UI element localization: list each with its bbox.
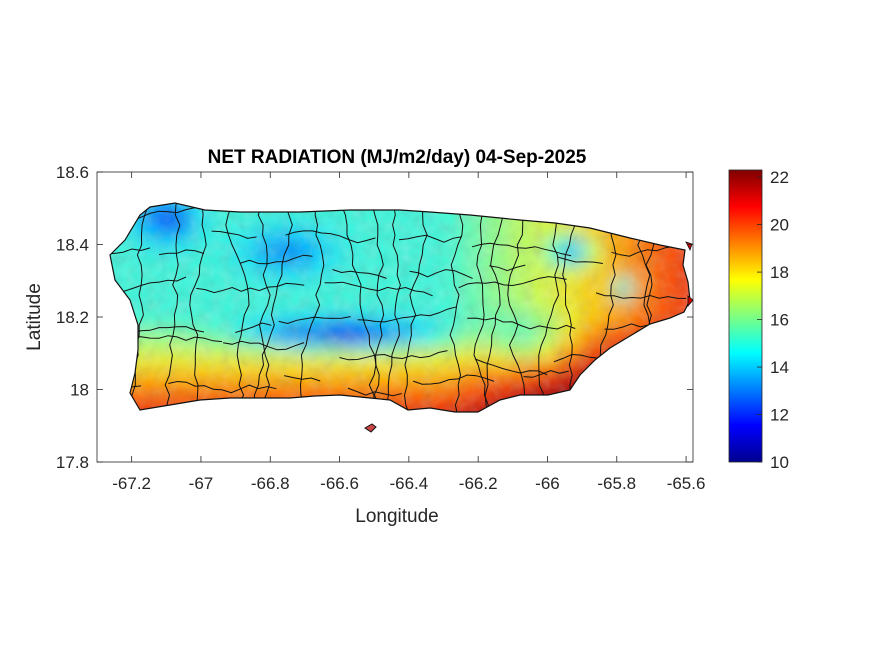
municipality-border	[225, 203, 250, 412]
x-tick-label: -66.4	[389, 474, 428, 493]
chart-title: NET RADIATION (MJ/m2/day) 04-Sep-2025	[208, 147, 587, 168]
colorbar-tick-label: 16	[770, 311, 789, 330]
colorbar-tick-label: 18	[770, 263, 789, 282]
municipality-border	[484, 203, 506, 412]
x-tick-label: -66.6	[320, 474, 359, 493]
municipality-border	[357, 306, 457, 323]
municipality-border	[475, 358, 548, 376]
municipality-border	[284, 375, 321, 382]
municipality-border	[489, 264, 526, 272]
municipality-border	[398, 234, 463, 243]
municipality-border	[158, 249, 205, 256]
municipality-border	[412, 374, 495, 385]
municipality-border	[256, 203, 271, 412]
y-tick-label: 17.8	[56, 453, 89, 472]
municipality-border	[168, 380, 277, 394]
municipality-border	[324, 281, 433, 297]
municipality-border	[110, 247, 151, 255]
municipality-border	[595, 292, 687, 299]
municipality-border	[557, 256, 603, 264]
x-tick-label: -66.2	[459, 474, 498, 493]
small-island	[685, 241, 693, 252]
municipality-border	[507, 203, 533, 412]
x-tick-label: -67.2	[112, 474, 151, 493]
y-tick-label: 18.2	[56, 308, 89, 327]
y-tick-label: 18	[70, 381, 89, 400]
small-island	[687, 295, 694, 308]
municipality-border	[537, 203, 560, 412]
municipality-border	[562, 203, 585, 412]
municipality-border	[409, 269, 473, 279]
x-tick-label: -66.8	[251, 474, 290, 493]
municipality-border	[381, 203, 401, 412]
municipality-border	[223, 340, 305, 351]
municipality-border	[285, 230, 376, 244]
y-axis-label: Latitude	[24, 283, 45, 351]
colorbar-tick-label: 22	[770, 168, 789, 187]
municipality-border	[347, 387, 402, 397]
municipality-border	[403, 203, 428, 412]
municipality-border	[523, 370, 569, 378]
municipality-border	[211, 230, 257, 239]
colorbar	[728, 169, 763, 463]
municipality-border	[127, 203, 150, 412]
colorbar-tick-label: 12	[770, 406, 789, 425]
municipality-border	[340, 203, 381, 412]
municipality-border	[368, 203, 385, 412]
y-tick-label: 18.4	[56, 236, 89, 255]
colorbar-tick-label: 14	[770, 358, 789, 377]
municipality-border	[196, 282, 305, 294]
municipality-border	[471, 242, 572, 257]
x-tick-label: -66	[535, 474, 560, 493]
y-tick-label: 18.6	[56, 163, 89, 182]
municipality-border	[278, 316, 351, 325]
municipality-border	[189, 203, 207, 412]
municipality-border	[458, 276, 567, 289]
x-tick-label: -67	[189, 474, 214, 493]
heatmap-field	[110, 203, 690, 412]
y-axis: 17.8 18 18.2 18.4 18.6	[56, 163, 693, 472]
small-island	[364, 423, 377, 433]
colorbar-tick-label: 10	[770, 453, 789, 472]
municipality-border	[332, 269, 387, 279]
municipality-border	[339, 350, 448, 361]
x-tick-label: -65.6	[667, 474, 706, 493]
colorbar-tick-label: 20	[770, 216, 789, 235]
x-tick-label: -65.8	[597, 474, 636, 493]
municipality-border	[473, 203, 489, 412]
x-axis-label: Longitude	[355, 506, 438, 527]
municipality-border	[240, 254, 313, 265]
x-axis: -67.2 -67 -66.8 -66.6 -66.4 -66.2 -66 -65.8 -65.…	[112, 172, 705, 493]
municipality-border	[467, 317, 576, 330]
municipality-border	[164, 203, 181, 412]
colorbar-ticks: 10 12 14 16 18 20 22	[757, 168, 789, 472]
municipality-border	[235, 322, 272, 333]
municipality-border	[253, 203, 293, 412]
